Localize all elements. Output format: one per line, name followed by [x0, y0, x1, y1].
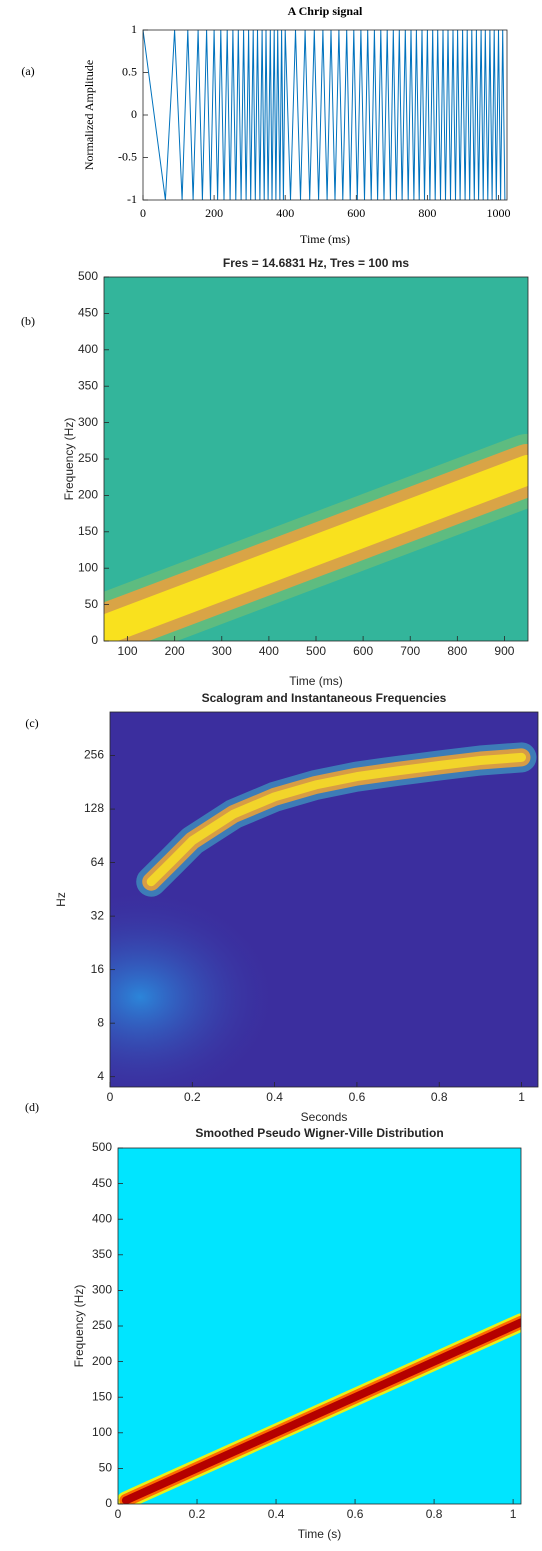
- y-axis-label: Normalized Amplitude: [82, 60, 96, 170]
- x-tick-label: 1000: [486, 206, 510, 220]
- y-tick-label: 350: [92, 1247, 112, 1261]
- x-tick-label: 1: [510, 1507, 517, 1521]
- x-tick-label: 100: [118, 644, 138, 658]
- y-tick-label: 4: [97, 1069, 104, 1083]
- panel: 100 200 300 400 500 600 700 800 900 0 50 100 150 200 2…: [21, 256, 529, 688]
- y-tick-label: 450: [92, 1176, 112, 1190]
- y-axis-label: Hz: [54, 892, 68, 907]
- x-tick-label: 200: [165, 644, 185, 658]
- panel-label: (b): [21, 314, 35, 328]
- y-tick-label: 250: [92, 1318, 112, 1332]
- x-tick-label: 0: [140, 206, 146, 220]
- x-tick-label: 0.6: [349, 1090, 366, 1104]
- x-axis-label: Time (ms): [289, 674, 343, 688]
- y-tick-label: 300: [78, 415, 98, 429]
- x-tick-label: 0.2: [189, 1507, 206, 1521]
- ridge: [146, 752, 526, 887]
- x-tick-label: 0.4: [268, 1507, 285, 1521]
- y-tick-label: 450: [78, 306, 98, 320]
- y-tick-label: 0: [91, 633, 98, 647]
- y-tick-label: 100: [78, 560, 98, 574]
- panel-label: (a): [21, 64, 34, 78]
- y-tick-label: 50: [85, 597, 99, 611]
- x-axis-label: Time (s): [298, 1527, 342, 1541]
- y-tick-label: -1: [127, 192, 137, 206]
- x-axis-label: Time (ms): [300, 232, 350, 246]
- y-tick-label: 500: [78, 269, 98, 283]
- y-tick-label: 64: [91, 855, 105, 869]
- y-tick-label: 200: [78, 488, 98, 502]
- x-tick-label: 0.8: [426, 1507, 443, 1521]
- ridge: [121, 1318, 521, 1504]
- x-tick-label: 0.8: [431, 1090, 448, 1104]
- panel: 0 0.2 0.4 0.6 0.8 1 0 50 100 150 200 250 300 350 400 45…: [25, 1100, 522, 1541]
- x-tick-label: 1: [518, 1090, 525, 1104]
- y-tick-label: 50: [99, 1461, 113, 1475]
- y-tick-label: 0.5: [122, 64, 137, 78]
- x-tick-label: 800: [447, 644, 467, 658]
- y-tick-label: 100: [92, 1425, 112, 1439]
- x-tick-label: 0.2: [184, 1090, 201, 1104]
- ridge: [104, 454, 528, 641]
- x-tick-label: 500: [306, 644, 326, 658]
- x-tick-label: 600: [347, 206, 365, 220]
- x-tick-label: 600: [353, 644, 373, 658]
- y-tick-label: 128: [84, 801, 104, 815]
- y-tick-label: 1: [131, 22, 137, 36]
- x-tick-label: 700: [400, 644, 420, 658]
- y-tick-label: 150: [78, 524, 98, 538]
- x-axis-label: Seconds: [301, 1110, 348, 1124]
- y-tick-label: 400: [78, 342, 98, 356]
- heatmap-background: [118, 1148, 521, 1504]
- y-tick-label: 256: [84, 748, 104, 762]
- y-tick-label: 250: [78, 451, 98, 465]
- x-tick-label: 0.4: [266, 1090, 283, 1104]
- y-tick-label: -0.5: [118, 149, 137, 163]
- plot-area: [143, 30, 506, 200]
- y-tick-label: 0: [105, 1496, 112, 1510]
- y-tick-label: 350: [78, 378, 98, 392]
- plot-area: [104, 277, 528, 641]
- y-tick-label: 200: [92, 1354, 112, 1368]
- chart-title: Fres = 14.6831 Hz, Tres = 100 ms: [223, 256, 409, 270]
- y-tick-label: 32: [91, 908, 105, 922]
- y-tick-label: 8: [97, 1015, 104, 1029]
- x-tick-label: 400: [276, 206, 294, 220]
- chart-title: Scalogram and Instantaneous Frequencies: [202, 691, 447, 705]
- y-tick-label: 300: [92, 1283, 112, 1297]
- x-tick-label: 800: [418, 206, 436, 220]
- y-tick-label: 0: [131, 107, 137, 121]
- x-tick-label: 0: [115, 1507, 122, 1521]
- y-tick-label: 500: [92, 1140, 112, 1154]
- panel-label: (d): [25, 1100, 39, 1114]
- axes-box: [109, 711, 539, 1088]
- plot-area: [118, 1148, 521, 1504]
- panel: 0 200 400 600 800 1000 -1 -0.5 0 0.5 1 A Chrip sign…: [21, 4, 510, 246]
- y-axis-label: Frequency (Hz): [72, 1285, 86, 1368]
- chart-title: Smoothed Pseudo Wigner-Ville Distributio…: [195, 1126, 443, 1140]
- x-tick-label: 900: [494, 644, 514, 658]
- chart-title: A Chrip signal: [288, 4, 363, 18]
- signal-line: [143, 30, 506, 200]
- y-tick-label: 150: [92, 1389, 112, 1403]
- x-tick-label: 0.6: [347, 1507, 364, 1521]
- y-axis-label: Frequency (Hz): [62, 418, 76, 501]
- low-frequency-glow: [110, 887, 280, 1087]
- x-tick-label: 200: [205, 206, 223, 220]
- x-tick-label: 400: [259, 644, 279, 658]
- y-tick-label: 400: [92, 1211, 112, 1225]
- y-tick-label: 16: [91, 962, 105, 976]
- panel: 0 0.2 0.4 0.6 0.8 1 4 8 16 32 64 128 256 Scalogram an…: [25, 691, 539, 1124]
- x-tick-label: 0: [107, 1090, 114, 1104]
- x-tick-label: 300: [212, 644, 232, 658]
- plot-area: [110, 712, 538, 1087]
- panel-label: (c): [25, 716, 38, 730]
